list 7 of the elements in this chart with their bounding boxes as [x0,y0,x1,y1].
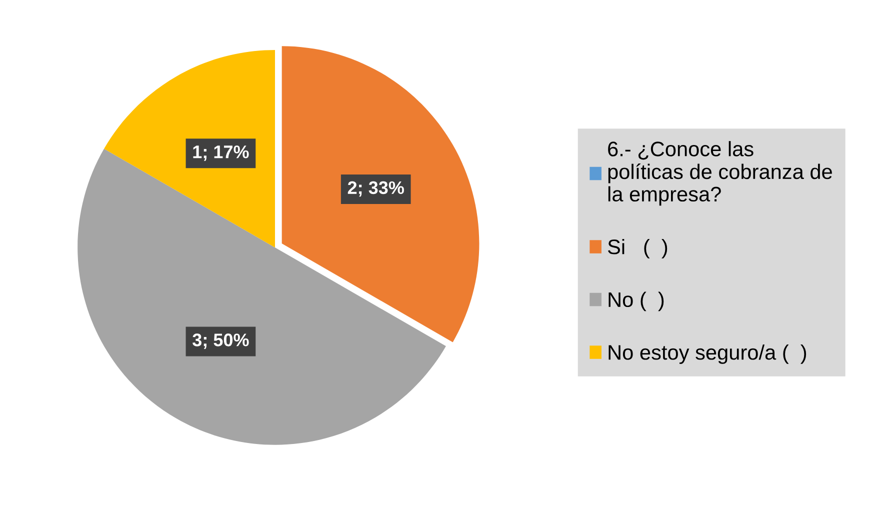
data-label: 3; 50% [192,334,249,349]
data-label: 1; 17% [193,146,249,161]
legend-label: 6.- ¿Conoce las políticas de cobranza de la empresa? [608,141,832,206]
legend-label: No estoy seguro/a ( ) [608,344,806,364]
legend-label: No ( ) [608,292,664,312]
data-label: 2; 33% [348,181,404,197]
legend-label: Si ( ) [608,239,668,258]
